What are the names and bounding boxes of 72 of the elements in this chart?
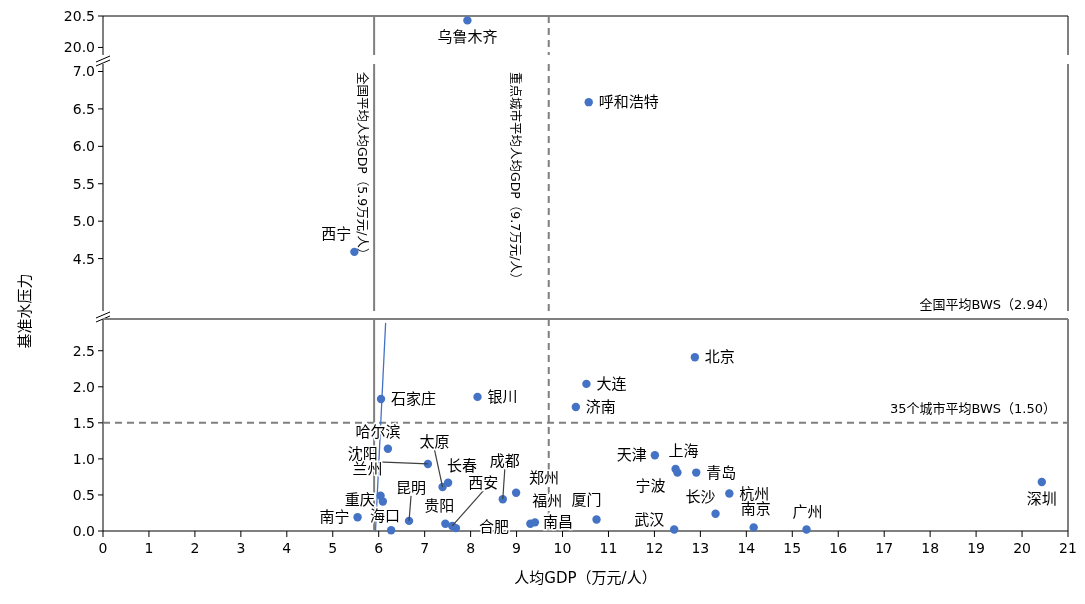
annotation: 北京 — [704, 348, 735, 367]
y-tick-label: 0.5 — [72, 486, 95, 503]
y-tick-label: 2.5 — [72, 342, 95, 359]
annotation: 南宁 — [319, 508, 350, 527]
x-tick-label: 7 — [420, 540, 430, 556]
annotation: 深圳 — [1026, 489, 1057, 508]
x-tick-label: 21 — [1059, 540, 1077, 556]
annotation: 乌鲁木齐 — [437, 28, 498, 47]
annotation: 南昌 — [542, 513, 573, 532]
annotation: 广州 — [792, 502, 823, 521]
y-tick-label: 1.5 — [72, 414, 95, 431]
annotation: 上海 — [668, 441, 699, 460]
x-tick-label: 13 — [691, 540, 710, 556]
annotation: 长沙 — [685, 487, 716, 506]
annotation: 郑州 — [529, 468, 560, 487]
annotation: 南京 — [740, 500, 771, 519]
y-tick-label: 0.0 — [72, 522, 95, 539]
ref-line-label: 全国平均BWS（2.94） — [919, 297, 1056, 312]
y-tick-label: 6.0 — [72, 138, 95, 155]
x-tick-label: 9 — [512, 540, 522, 556]
annotation: 海口 — [370, 507, 401, 526]
annotation: 大连 — [596, 374, 627, 393]
x-tick-label: 19 — [967, 540, 986, 556]
y-tick-label: 20.5 — [63, 7, 95, 24]
y-tick-label: 20.0 — [63, 39, 95, 56]
annotation: 西宁 — [321, 224, 352, 243]
ref-line-label: 全国平均人均GDP（5.9万元/人） — [355, 72, 371, 261]
annotation: 长春 — [447, 456, 478, 475]
annotation: 福州 — [532, 491, 563, 510]
ref-line-label: 重点城市平均人均GDP（9.7万元/人） — [507, 72, 523, 286]
y-tick-label: 1.0 — [72, 450, 95, 467]
y-tick-label: 2.0 — [72, 378, 95, 395]
annotation: 呼和浩特 — [598, 93, 659, 112]
annotation: 青岛 — [706, 463, 737, 482]
x-tick-label: 0 — [98, 540, 108, 556]
x-tick-label: 16 — [829, 540, 848, 556]
y-tick-label: 4.5 — [72, 250, 95, 267]
y-tick-label: 6.5 — [72, 100, 95, 117]
annotation: 济南 — [585, 397, 616, 416]
x-tick-label: 2 — [190, 540, 200, 556]
y-tick-label: 5.0 — [72, 213, 95, 230]
annotation: 武汉 — [634, 510, 665, 529]
annotation: 西安 — [468, 473, 499, 492]
y-axis-title: 基准水压力 — [16, 273, 34, 349]
annotation: 成都 — [489, 452, 520, 471]
x-tick-label: 15 — [783, 540, 802, 556]
x-tick-label: 1 — [144, 540, 154, 556]
annotation: 太原 — [419, 433, 450, 452]
annotation: 厦门 — [571, 491, 602, 510]
x-tick-label: 20 — [1013, 540, 1031, 556]
x-tick-label: 14 — [737, 540, 756, 556]
annotation: 合肥 — [478, 518, 509, 537]
ref-line-label: 35个城市平均BWS（1.50） — [889, 400, 1056, 416]
annotation: 昆明 — [396, 478, 427, 497]
x-tick-label: 5 — [328, 540, 338, 556]
x-tick-label: 17 — [875, 540, 894, 556]
annotation: 银川 — [487, 387, 518, 406]
x-tick-label: 3 — [236, 540, 246, 556]
y-tick-label: 7.0 — [72, 63, 95, 80]
x-tick-label: 12 — [645, 540, 664, 556]
annotation: 天津 — [616, 446, 647, 465]
x-tick-label: 18 — [921, 540, 940, 556]
y-tick-label: 5.5 — [72, 175, 95, 192]
x-tick-label: 10 — [553, 540, 572, 556]
annotation: 贵阳 — [424, 496, 455, 515]
x-axis-title: 人均GDP（万元/人） — [514, 569, 657, 587]
x-tick-label: 4 — [282, 540, 292, 556]
annotation: 宁波 — [635, 476, 666, 495]
annotation: 石家庄 — [391, 390, 437, 409]
x-tick-label: 8 — [466, 540, 476, 556]
x-tick-label: 11 — [599, 540, 618, 556]
x-tick-label: 6 — [374, 540, 384, 556]
